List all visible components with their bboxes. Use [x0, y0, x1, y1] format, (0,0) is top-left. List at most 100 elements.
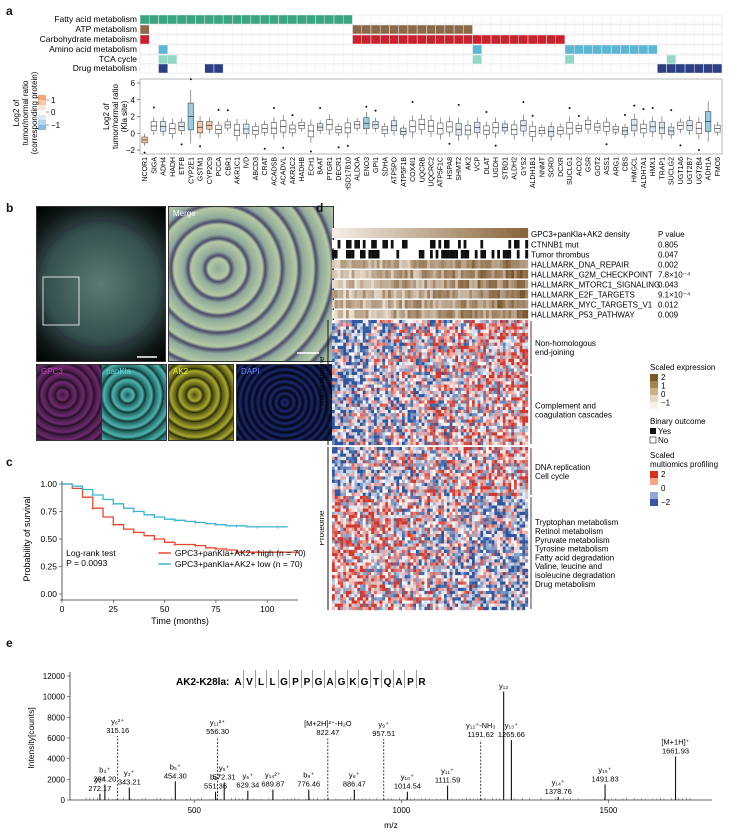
heatmap-cell — [463, 352, 467, 356]
heatmap-cell — [340, 371, 344, 376]
heatmap-cell — [502, 429, 506, 433]
heatmap-cell — [376, 378, 380, 382]
heatmap-cell — [511, 352, 515, 356]
heatmap-cell — [452, 326, 456, 330]
annotation-cell — [424, 280, 428, 289]
pathway-cell — [333, 14, 344, 25]
annotation-cell — [348, 260, 352, 269]
heatmap-cell — [441, 362, 445, 366]
annotation-cell — [351, 260, 355, 269]
heatmap-cell — [516, 371, 520, 376]
heatmap-cell — [472, 336, 475, 340]
heatmap-cell — [332, 323, 335, 327]
annotation-cell — [435, 270, 439, 279]
heatmap-cell — [463, 332, 467, 337]
heatmap-cell — [458, 336, 461, 340]
heatmap-cell — [399, 349, 403, 353]
gene-label: PTGR1 — [327, 157, 334, 180]
heatmap-cell — [469, 432, 473, 436]
heatmap-cell — [382, 349, 386, 353]
heatmap-cell — [455, 473, 459, 477]
heatmap-cell — [413, 453, 417, 457]
gene-label: ARG1 — [613, 157, 620, 176]
heatmap-cell — [393, 438, 397, 442]
annotation-cell — [337, 310, 341, 319]
heatmap-cell — [438, 438, 442, 442]
annotation-cell — [360, 260, 363, 269]
outlier — [226, 109, 229, 112]
heatmap-cell — [368, 332, 372, 337]
heatmap-cell — [466, 381, 470, 385]
heatmap-cell — [522, 463, 526, 467]
heatmap-cell — [427, 365, 431, 369]
annotation-cell — [458, 260, 461, 269]
annotation-cell — [494, 270, 498, 279]
heatmap-cell — [444, 429, 447, 433]
annotation-cell — [388, 280, 391, 289]
heatmap-cell — [472, 368, 475, 372]
heatmap-cell — [505, 435, 509, 439]
heatmap-cell — [334, 332, 338, 337]
heatmap-cell — [452, 332, 456, 337]
heatmap-cell — [441, 375, 445, 379]
pathway-cell — [527, 34, 538, 45]
heatmap-cell — [480, 419, 484, 423]
heatmap-cell — [385, 320, 389, 324]
heatmap-cell — [354, 326, 358, 330]
heatmap-cell — [396, 460, 400, 464]
heatmap-cell — [351, 460, 355, 464]
heatmap-cell — [348, 419, 352, 423]
annotation-cell — [502, 280, 506, 289]
heatmap-cell — [360, 463, 363, 467]
heatmap-cell — [432, 460, 436, 464]
heatmap-cell — [477, 435, 481, 439]
heatmap-cell — [455, 326, 459, 330]
heatmap-cell — [385, 362, 389, 366]
y-axis-label-line: tumor/normal ratio — [111, 84, 120, 149]
heatmap-cell — [374, 482, 377, 487]
heatmap-cell — [500, 422, 503, 427]
heatmap-cell — [466, 476, 470, 480]
heatmap-cell — [491, 463, 495, 467]
heatmap-cell — [371, 400, 375, 404]
heatmap-cell — [396, 332, 400, 337]
heatmap-cell — [351, 413, 355, 417]
gene-label: AKR1C2 — [290, 157, 297, 184]
heatmap-cell — [516, 355, 520, 359]
heatmap-cell — [334, 479, 338, 484]
outlier — [485, 110, 488, 113]
heatmap-cell — [514, 492, 517, 497]
heatmap-cell — [343, 482, 347, 487]
heatmap-cell — [458, 355, 461, 359]
heatmap-cell — [511, 403, 515, 407]
heatmap-cell — [332, 447, 335, 451]
heatmap-cell — [388, 489, 391, 493]
heatmap-cell — [404, 336, 408, 340]
heatmap-cell — [413, 422, 417, 427]
heatmap-cell — [452, 413, 456, 417]
heatmap-cell — [337, 486, 341, 490]
heatmap-cell — [430, 358, 433, 363]
annotation-cell — [486, 260, 489, 269]
heatmap-cell — [385, 397, 389, 401]
heatmap-cell — [508, 482, 512, 487]
heatmap-cell — [390, 469, 394, 474]
heatmap-cell — [435, 463, 439, 467]
heatmap-cell — [374, 438, 377, 442]
heatmap-cell — [393, 419, 397, 423]
heatmap-cell — [393, 447, 397, 451]
heatmap-cell — [525, 447, 529, 451]
heatmap-cell — [500, 456, 503, 461]
heatmap-cell — [421, 381, 425, 385]
heatmap-cell — [343, 410, 347, 414]
heatmap-cell — [337, 419, 341, 423]
heatmap-cell — [483, 476, 487, 480]
heatmap-cell — [435, 469, 439, 474]
heatmap-cell — [424, 387, 428, 392]
heatmap-cell — [424, 473, 428, 477]
heatmap-cell — [516, 336, 520, 340]
heatmap-cell — [474, 397, 478, 401]
heatmap-cell — [393, 323, 397, 327]
heatmap-cell — [343, 387, 347, 392]
heatmap-cell — [511, 489, 515, 493]
